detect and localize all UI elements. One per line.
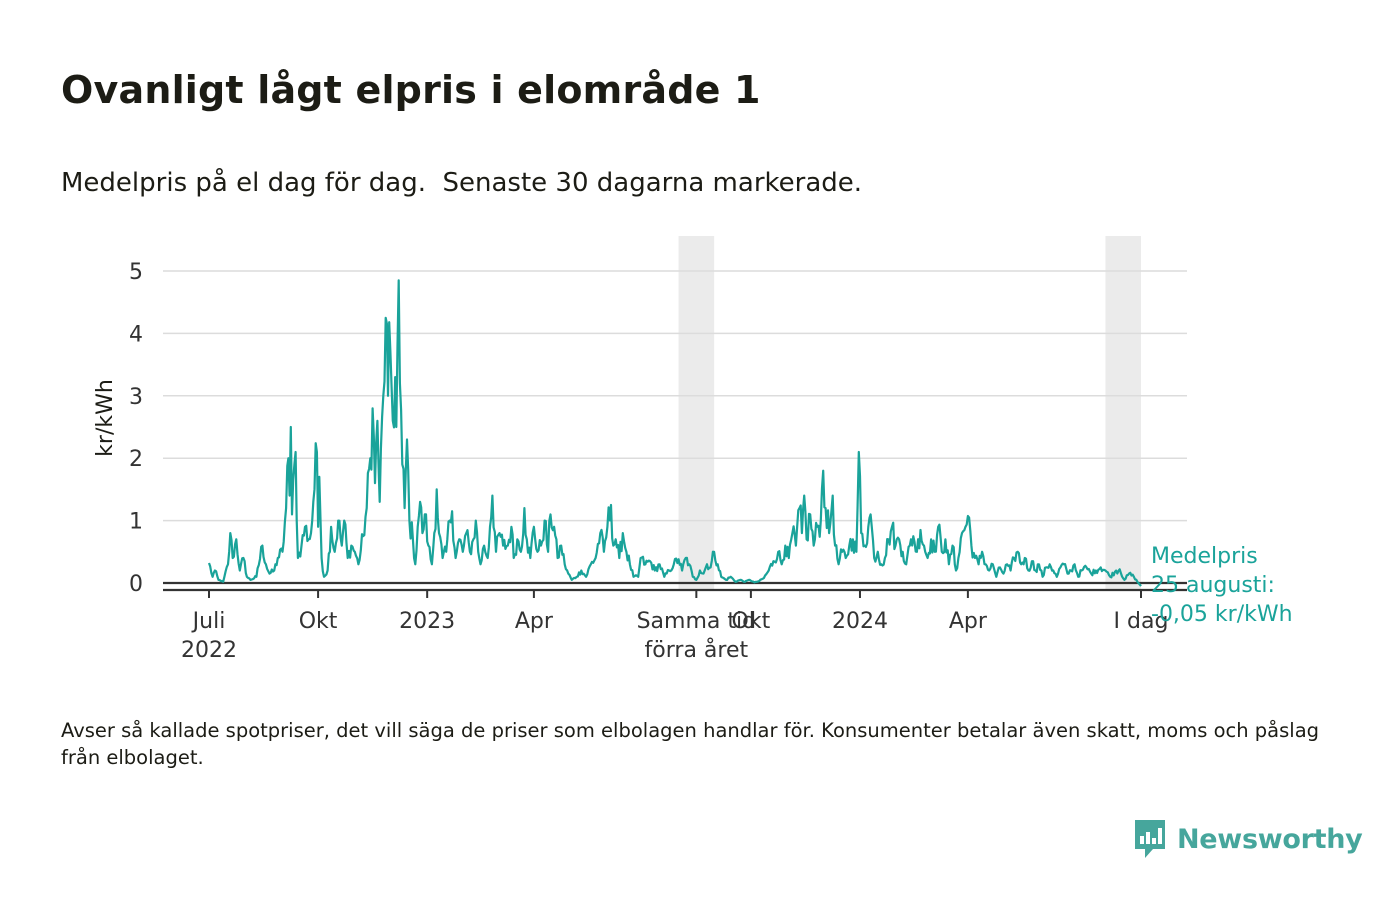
y-tick-label: 1 bbox=[129, 510, 143, 535]
x-tick-label: 2024 bbox=[832, 609, 888, 634]
x-tick-label: 2022 bbox=[181, 638, 237, 663]
latest-price-annotation: Medelpris 25 augusti: -0,05 kr/kWh bbox=[1151, 544, 1293, 627]
y-axis-label: kr/kWh bbox=[93, 379, 118, 457]
x-tick-label: Juli bbox=[191, 609, 226, 634]
y-tick-label: 4 bbox=[129, 322, 143, 347]
newsworthy-logo-icon bbox=[1135, 820, 1165, 858]
highlight-band-2 bbox=[1105, 236, 1141, 590]
chart-subtitle: Medelpris på el dag för dag. Senaste 30 … bbox=[61, 168, 863, 198]
highlight-bands bbox=[678, 236, 1141, 590]
chart-title: Ovanligt lågt elpris i elområde 1 bbox=[61, 68, 761, 112]
y-tick-label: 5 bbox=[129, 260, 143, 285]
x-tick-label: Apr bbox=[949, 609, 988, 634]
y-tick-label: 2 bbox=[129, 447, 143, 472]
annotation-line: -0,05 kr/kWh bbox=[1151, 602, 1293, 627]
annotation-line: Medelpris bbox=[1151, 544, 1258, 569]
price-series-line bbox=[207, 279, 1142, 587]
x-ticks: Juli 2022 Okt 2023 Apr Samma tid förra året Okt… bbox=[181, 590, 1168, 663]
x-tick-label: I dag bbox=[1114, 609, 1169, 634]
x-tick-label: Okt bbox=[732, 609, 771, 634]
x-tick-label: Samma tid bbox=[637, 609, 757, 634]
y-tick-label: 3 bbox=[129, 385, 143, 410]
x-tick-label: Okt bbox=[299, 609, 338, 634]
gridlines bbox=[163, 270, 1187, 522]
y-tick-labels: 0 1 2 3 4 5 bbox=[129, 260, 143, 597]
x-tick-label: förra året bbox=[645, 637, 749, 663]
highlight-band-1 bbox=[678, 236, 715, 590]
brand-logo[interactable]: Newsworthy bbox=[1133, 818, 1363, 860]
x-tick-label: 2023 bbox=[399, 609, 455, 634]
footnote: Avser så kallade spotpriser, det vill sä… bbox=[61, 719, 1320, 769]
x-tick-label: Apr bbox=[515, 609, 554, 634]
brand-name: Newsworthy bbox=[1177, 823, 1363, 855]
annotation-line: 25 augusti: bbox=[1151, 573, 1275, 598]
y-tick-label: 0 bbox=[129, 572, 143, 597]
